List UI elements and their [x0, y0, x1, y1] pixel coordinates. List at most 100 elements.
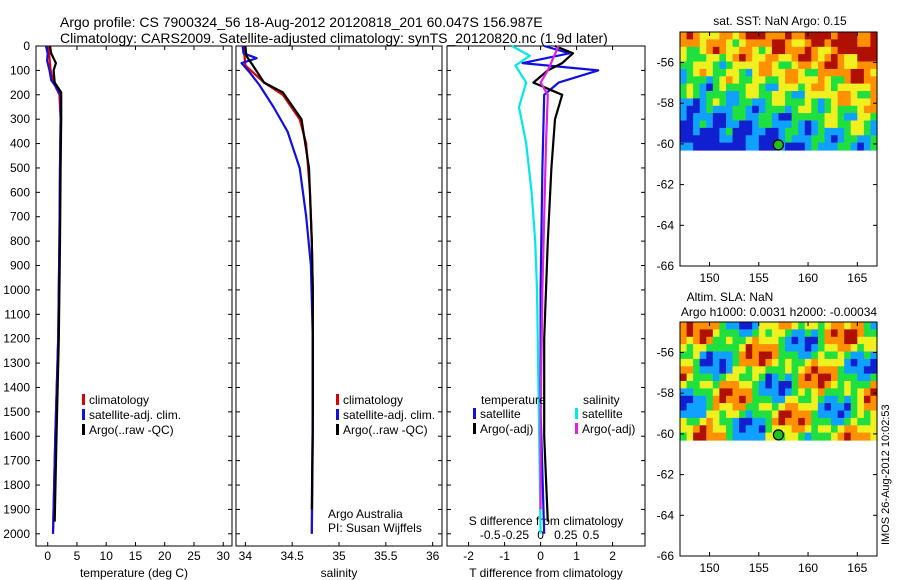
heatmap-cell	[739, 432, 747, 441]
heatmap-cell	[680, 432, 688, 441]
heatmap-cell	[778, 395, 786, 404]
legend-swatch	[336, 409, 339, 420]
heatmap-cell	[680, 403, 688, 412]
heatmap-cell	[693, 425, 701, 434]
heatmap-cell	[778, 76, 786, 85]
heatmap-cell	[712, 425, 720, 434]
heatmap-cell	[785, 425, 793, 434]
heatmap-cell	[798, 61, 806, 70]
heatmap-cell	[745, 91, 753, 99]
legend-label: satellite-adj. clim.	[343, 408, 435, 422]
heatmap-cell	[785, 329, 793, 338]
heatmap-cell	[850, 39, 858, 48]
heatmap-cell	[844, 425, 852, 434]
heatmap-cell	[824, 39, 832, 48]
heatmap-cell	[778, 120, 786, 129]
heatmap-cell	[726, 432, 734, 441]
y-tick-label: -60	[657, 427, 675, 441]
heatmap-cell	[771, 61, 780, 70]
heatmap-cell	[850, 113, 858, 122]
heatmap-cell	[870, 322, 878, 330]
heatmap-cell	[719, 329, 727, 338]
heatmap-cell	[791, 336, 799, 345]
heatmap-cell	[804, 91, 812, 99]
map-frame	[679, 31, 878, 267]
heatmap-cell	[699, 366, 707, 375]
heatmap-cell	[758, 91, 766, 99]
heatmap-cell	[798, 395, 806, 404]
heatmap-cell	[844, 54, 852, 63]
heatmap-cell	[857, 135, 865, 144]
heatmap-cell	[712, 39, 720, 48]
heatmap-cell	[693, 68, 701, 77]
heatmap-cell	[785, 403, 793, 412]
heatmap-cell	[680, 91, 688, 99]
heatmap-cell	[837, 32, 845, 40]
heatmap-cell	[765, 381, 773, 389]
legend-swatch	[473, 408, 476, 419]
heatmap-cell	[745, 39, 753, 48]
heatmap-cell	[785, 322, 793, 330]
heatmap-cell	[785, 366, 793, 375]
profile-line	[539, 45, 560, 510]
heatmap-cell	[752, 76, 760, 85]
heatmap-cell	[745, 351, 753, 360]
heatmap-cell	[804, 76, 812, 85]
heatmap-cell	[712, 91, 720, 99]
heatmap-cell	[765, 358, 773, 367]
heatmap-cell	[745, 344, 753, 353]
heatmap-cell	[850, 135, 858, 144]
heatmap-cell	[798, 135, 806, 144]
heatmap-cell	[739, 366, 747, 375]
heatmap-cell	[798, 105, 806, 114]
heatmap-cell	[680, 322, 688, 330]
heatmap-cell	[732, 76, 740, 85]
heatmap-cell	[706, 336, 714, 345]
heatmap-cell	[857, 322, 865, 330]
heatmap-cell	[765, 135, 773, 144]
heatmap-cell	[837, 432, 845, 441]
heatmap-cell	[811, 366, 819, 375]
heatmap-cell	[686, 344, 694, 353]
heatmap-cell	[857, 83, 865, 92]
heatmap-cell	[831, 127, 839, 136]
heatmap-cell	[726, 113, 734, 122]
heatmap-cell	[732, 54, 740, 63]
heatmap-cell	[752, 417, 760, 426]
heatmap-cell	[804, 329, 812, 338]
heatmap-cell	[798, 113, 806, 122]
heatmap-cell	[798, 432, 806, 441]
profile-line	[532, 44, 575, 522]
heatmap-cell	[870, 91, 878, 99]
heatmap-cell	[824, 32, 832, 40]
heatmap-cell	[844, 358, 852, 367]
heatmap-cell	[850, 68, 858, 77]
heatmap-cell	[837, 39, 845, 48]
heatmap-cell	[870, 329, 878, 338]
heatmap-cell	[844, 105, 852, 114]
y-tick-label: -66	[657, 549, 675, 563]
heatmap-cell	[791, 425, 799, 434]
heatmap-cell	[699, 351, 707, 360]
heatmap-cell	[745, 98, 753, 107]
heatmap-cell	[870, 425, 878, 434]
heatmap-cell	[693, 76, 701, 85]
heatmap-cell	[804, 105, 812, 114]
heatmap-cell	[739, 105, 747, 114]
heatmap-cell	[824, 329, 832, 338]
heatmap-cell	[699, 113, 707, 122]
heatmap-cell	[870, 46, 878, 55]
heatmap-cell	[817, 322, 826, 330]
y-tick-label: 500	[10, 161, 30, 175]
heatmap-cell	[752, 135, 760, 144]
heatmap-cell	[824, 135, 832, 144]
heatmap-cell	[732, 329, 740, 338]
heatmap-cell	[693, 61, 701, 70]
heatmap-cell	[804, 127, 812, 136]
heatmap-cell	[726, 417, 734, 426]
heatmap-cell	[765, 329, 773, 338]
heatmap-cell	[831, 388, 839, 397]
heatmap-cell	[791, 381, 799, 389]
heatmap-cell	[817, 39, 826, 48]
heatmap-cell	[870, 83, 878, 92]
